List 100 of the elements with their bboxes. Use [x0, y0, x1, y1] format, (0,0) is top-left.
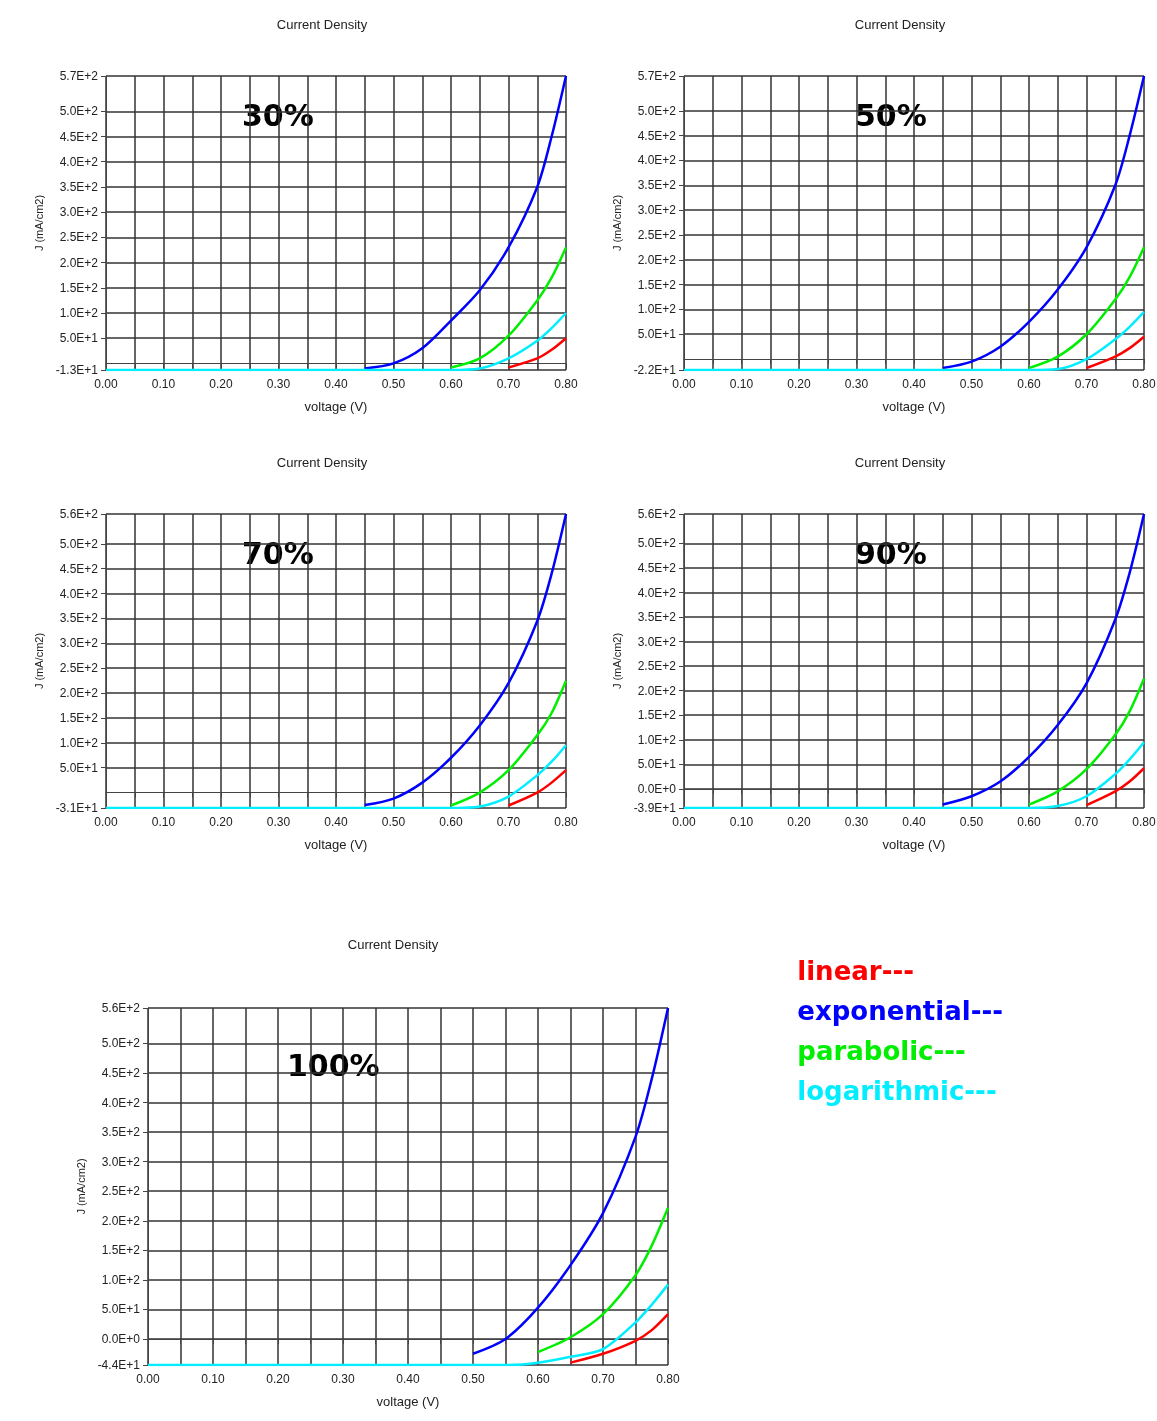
- y-tick-label: 5.6E+2: [101, 1001, 141, 1015]
- x-tick-label: 0.10: [151, 377, 176, 391]
- y-tick-label: 4.0E+2: [637, 585, 677, 600]
- y-tick-label: 1.5E+2: [637, 277, 677, 292]
- x-axis-title: voltage (V): [882, 837, 946, 852]
- y-tick-label: 3.0E+2: [637, 203, 677, 218]
- y-tick-label: 2.5E+2: [59, 230, 99, 245]
- x-tick-label: 0.50: [959, 815, 984, 829]
- x-tick-label: 0.80: [1132, 377, 1156, 391]
- x-tick-label: 0.30: [266, 377, 291, 391]
- y-tick-label: 3.0E+2: [59, 636, 99, 651]
- y-tick-label: 4.5E+2: [101, 1066, 141, 1081]
- y-tick-label: 2.0E+2: [59, 686, 99, 701]
- text: linear---: [797, 956, 915, 986]
- y-tick-label: 2.0E+2: [101, 1213, 141, 1228]
- x-tick-label: 0.20: [787, 377, 811, 391]
- x-tick-label: 0.40: [324, 815, 348, 829]
- line-series: [1085, 766, 1146, 807]
- y-tick-label: 1.5E+2: [637, 708, 677, 723]
- x-tick-label: 0.30: [266, 815, 291, 829]
- x-tick-label: 0.60: [439, 377, 463, 391]
- chart-title: Current Density: [276, 17, 368, 32]
- y-tick-label: 3.5E+2: [101, 1125, 141, 1140]
- y-tick-label: 3.5E+2: [59, 611, 99, 626]
- line-series: [1027, 677, 1146, 806]
- chart-title: Current Density: [854, 455, 946, 470]
- x-axis-title: voltage (V): [304, 837, 368, 852]
- x-tick-label: 0.40: [902, 377, 926, 391]
- x-tick-label: 0.60: [1017, 377, 1041, 391]
- text: parabolic---: [797, 1036, 966, 1066]
- x-tick-label: 0.30: [844, 815, 869, 829]
- y-tick-label: 1.5E+2: [101, 1243, 141, 1258]
- line-series: [536, 1206, 670, 1354]
- x-tick-label: 0.20: [209, 377, 233, 391]
- x-tick-label: 0.60: [1017, 815, 1041, 829]
- x-tick-label: 0.50: [381, 377, 406, 391]
- y-axis-title: J (mA/cm2): [74, 1158, 87, 1215]
- y-tick-label: 5.0E+1: [637, 327, 677, 342]
- y-tick-label: -2.2E+1: [633, 363, 677, 377]
- x-axis-title: voltage (V): [376, 1394, 440, 1409]
- x-tick-label: 0.80: [1132, 815, 1156, 829]
- y-tick-label: 4.0E+2: [101, 1095, 141, 1110]
- y-tick-label: 2.0E+2: [637, 252, 677, 267]
- y-tick-label: 1.0E+2: [59, 306, 99, 321]
- line-series: [1085, 335, 1146, 370]
- line-series: [471, 1006, 670, 1356]
- y-tick-label: 5.0E+1: [637, 757, 677, 772]
- y-tick-label: 1.0E+2: [101, 1272, 141, 1287]
- chart-title: Current Density: [276, 455, 368, 470]
- y-axis-title: J (mA/cm2): [32, 632, 45, 690]
- y-tick-label: 5.0E+2: [101, 1036, 141, 1051]
- x-tick-label: 0.10: [729, 377, 754, 391]
- y-tick-label: 2.5E+2: [59, 661, 99, 676]
- y-tick-label: 4.0E+2: [637, 153, 677, 168]
- y-tick-label: 5.7E+2: [59, 69, 99, 83]
- x-tick-label: 0.50: [959, 377, 984, 391]
- y-tick-label: 4.0E+2: [59, 154, 99, 169]
- y-tick-label: 4.5E+2: [59, 129, 99, 144]
- y-tick-label: 1.0E+2: [59, 735, 99, 750]
- y-tick-label: 5.0E+1: [59, 331, 99, 346]
- x-tick-label: 0.50: [461, 1372, 485, 1386]
- y-tick-label: 5.6E+2: [59, 507, 99, 521]
- y-tick-label: 5.0E+2: [59, 104, 99, 119]
- line-series: [507, 768, 568, 807]
- y-tick-label: 4.0E+2: [59, 586, 99, 601]
- x-tick-label: 0.70: [496, 377, 521, 391]
- x-tick-label: 0.20: [787, 815, 811, 829]
- chart-title: Current Density: [854, 17, 946, 32]
- y-tick-label: 1.5E+2: [59, 280, 99, 295]
- y-tick-label: 2.5E+2: [637, 227, 677, 242]
- x-tick-label: 0.00: [94, 377, 118, 391]
- y-tick-label: 3.0E+2: [637, 634, 677, 649]
- y-tick-label: 3.5E+2: [637, 610, 677, 625]
- y-tick-label: 2.5E+2: [637, 659, 677, 674]
- x-tick-label: 0.00: [672, 815, 696, 829]
- y-tick-label: -3.9E+1: [633, 801, 677, 815]
- y-axis-title: J (mA/cm2): [610, 632, 623, 690]
- x-tick-label: 0.10: [729, 815, 754, 829]
- x-tick-label: 0.30: [844, 377, 869, 391]
- x-tick-label: 0.70: [591, 1372, 615, 1386]
- x-tick-label: 0.00: [136, 1372, 160, 1386]
- y-tick-label: 5.0E+1: [59, 760, 99, 775]
- y-tick-label: 4.5E+2: [59, 561, 99, 576]
- y-tick-label: 0.0E+0: [101, 1331, 141, 1346]
- x-tick-label: 0.70: [1074, 377, 1099, 391]
- y-tick-label: 5.6E+2: [637, 507, 677, 521]
- x-tick-label: 0.00: [672, 377, 696, 391]
- x-tick-label: 0.40: [902, 815, 926, 829]
- y-axis-title: J (mA/cm2): [32, 194, 45, 252]
- y-axis-title: J (mA/cm2): [610, 194, 623, 252]
- x-tick-label: 0.80: [554, 815, 578, 829]
- y-tick-label: 5.7E+2: [637, 69, 677, 83]
- x-tick-label: 0.00: [94, 815, 118, 829]
- y-tick-label: 5.0E+2: [59, 536, 99, 551]
- x-tick-label: 0.40: [396, 1372, 420, 1386]
- line-series: [449, 679, 568, 807]
- x-tick-label: 0.20: [209, 815, 233, 829]
- x-tick-label: 0.20: [266, 1372, 290, 1386]
- y-tick-label: 0.0E+0: [637, 781, 677, 796]
- y-tick-label: 4.5E+2: [637, 128, 677, 143]
